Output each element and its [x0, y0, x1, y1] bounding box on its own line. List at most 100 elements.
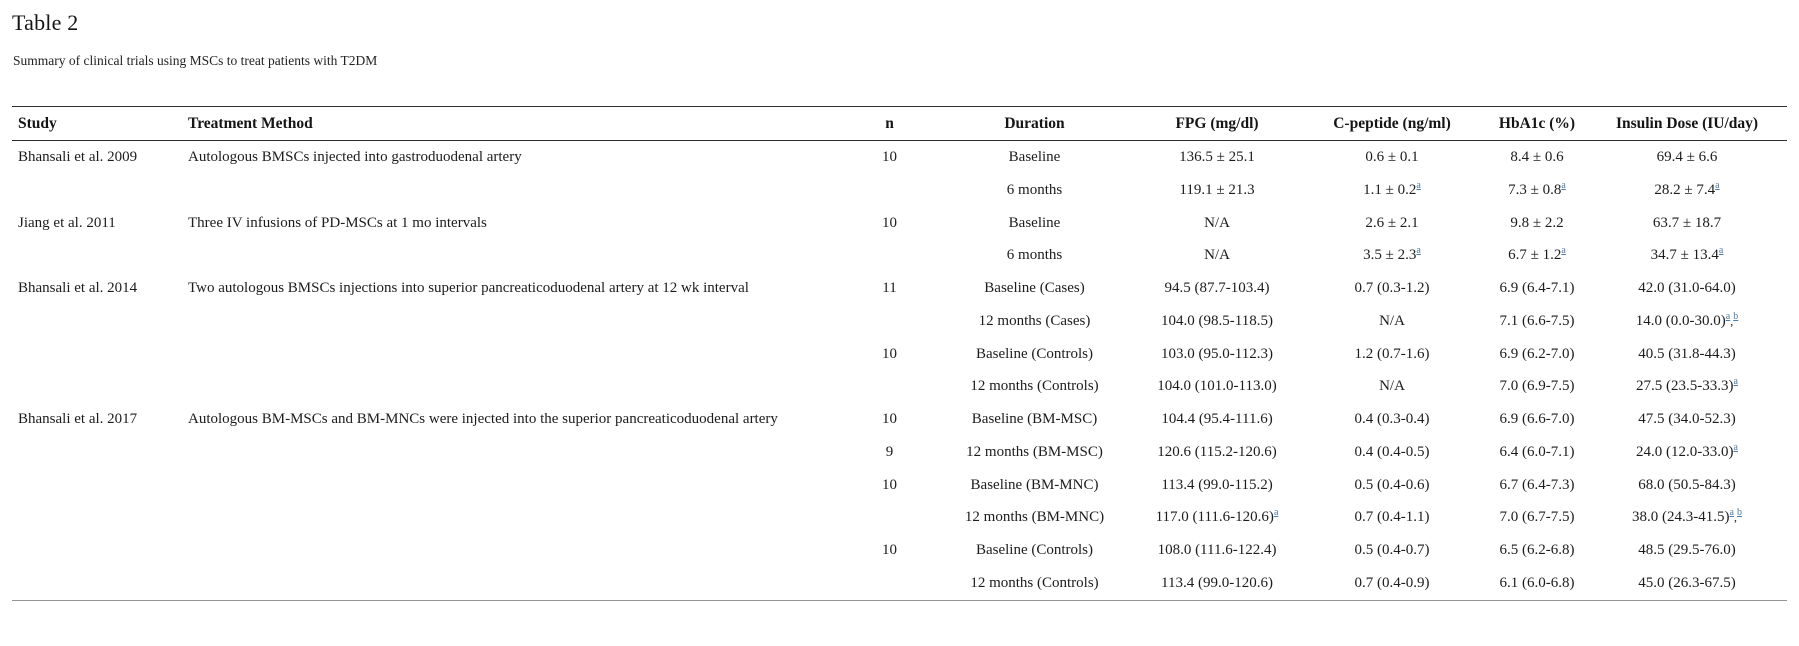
table-row: 12 months (Cases) 104.0 (98.5-118.5) N/A 7.… [12, 305, 1787, 338]
footnote-marker-a[interactable]: a [1273, 507, 1279, 519]
cell-treatment-method: Three IV infusions of PD-MSCs at 1 mo in… [188, 214, 487, 231]
cell-hba1c: 6.5 (6.2-6.8) [1499, 542, 1575, 558]
cell-fpg: 104.0 (98.5-118.5) [1161, 312, 1273, 329]
cell-c-peptide: 0.7 (0.3-1.2) [1354, 280, 1430, 296]
table-row: Jiang et al. 2011 Three IV infusions of P… [12, 207, 1787, 240]
cell-n: 10 [882, 345, 897, 362]
footnote-marker-a[interactable]: a [1718, 245, 1724, 257]
cell-c-peptide: 3.5 ± 2.3a [1363, 245, 1421, 264]
cell-c-peptide: 0.7 (0.4-0.9) [1354, 574, 1430, 591]
cell-treatment-method: Two autologous BMSCs injections into sup… [188, 280, 749, 296]
cell-fpg: 104.4 (95.4-111.6) [1161, 411, 1273, 427]
table-row: 12 months (BM-MNC) 117.0 (111.6-120.6)a 0.… [12, 501, 1787, 534]
cell-fpg: 136.5 ± 25.1 [1179, 149, 1255, 165]
table-header-row: Study Treatment Method n Duration FPG (mg/dl… [12, 106, 1787, 141]
cell-n: 10 [882, 214, 897, 231]
footnote-marker-b[interactable]: b [1733, 310, 1739, 322]
table-caption: Summary of clinical trials using MSCs to… [13, 53, 378, 68]
cell-fpg: 104.0 (101.0-113.0) [1157, 378, 1277, 395]
cell-n [847, 239, 932, 272]
table-row: 12 months (Controls) 104.0 (101.0-113.0) N… [12, 370, 1787, 403]
cell-c-peptide: 0.5 (0.4-0.6) [1354, 476, 1430, 493]
cell-c-peptide: 0.4 (0.3-0.4) [1354, 411, 1430, 427]
column-header-c-peptide: C-peptide (ng/ml) [1297, 106, 1487, 141]
footnote-marker-a[interactable]: a [1733, 376, 1738, 388]
footnote-separator: , [1730, 313, 1734, 328]
cell-insulin-dose: 38.0 (24.3-41.5)a,b [1632, 507, 1742, 526]
footnote-marker-a[interactable]: a [1725, 310, 1731, 322]
cell-c-peptide: 0.7 (0.4-1.1) [1354, 509, 1430, 526]
column-header-study: Study [12, 106, 182, 141]
cell-treatment-method: Autologous BMSCs injected into gastroduo… [188, 149, 522, 165]
cell-hba1c: 9.8 ± 2.2 [1510, 214, 1564, 231]
footnote-marker-a[interactable]: a [1729, 507, 1734, 519]
table-row: 6 months 119.1 ± 21.3 1.1 ± 0.2a 7.3 ± 0.8a… [12, 174, 1787, 207]
cell-hba1c: 7.3 ± 0.8a [1508, 179, 1566, 198]
cell-fpg: 113.4 (99.0-120.6) [1161, 574, 1273, 591]
cell-n: 11 [882, 280, 897, 296]
cell-c-peptide: 0.6 ± 0.1 [1365, 149, 1419, 165]
cell-hba1c: 6.1 (6.0-6.8) [1499, 574, 1575, 591]
footnote-marker-a[interactable]: a [1561, 179, 1566, 191]
cell-duration: 12 months (BM-MSC) [966, 443, 1103, 460]
cell-fpg: 113.4 (99.0-115.2) [1161, 476, 1273, 493]
cell-insulin-dose: 45.0 (26.3-67.5) [1638, 574, 1736, 591]
column-header-duration: Duration [932, 106, 1137, 141]
cell-duration: 12 months (Controls) [970, 574, 1099, 591]
table-title: Table 2 [12, 10, 79, 35]
cell-c-peptide: N/A [1379, 378, 1405, 395]
table-row: Bhansali et al. 2017 Autologous BM-MSCs a… [12, 403, 1787, 436]
cell-fpg: 119.1 ± 21.3 [1179, 181, 1255, 198]
cell-insulin-dose: 24.0 (12.0-33.0)a [1636, 441, 1738, 460]
cell-c-peptide: N/A [1379, 312, 1405, 329]
cell-insulin-dose: 28.2 ± 7.4a [1654, 179, 1720, 198]
cell-c-peptide: 1.1 ± 0.2a [1363, 179, 1421, 198]
cell-duration: Baseline [1008, 214, 1061, 231]
cell-n: 10 [882, 149, 897, 165]
paper-table-section: Table 2 Summary of clinical trials using… [12, 10, 1787, 601]
cell-hba1c: 6.4 (6.0-7.1) [1499, 443, 1575, 460]
table-row: 12 months (Controls) 113.4 (99.0-120.6) 0.… [12, 567, 1787, 600]
footnote-marker-a[interactable]: a [1561, 245, 1566, 257]
footnote-marker-a[interactable]: a [1416, 179, 1421, 191]
column-header-n: n [847, 106, 932, 141]
cell-insulin-dose: 63.7 ± 18.7 [1652, 214, 1722, 231]
cell-insulin-dose: 27.5 (23.5-33.3)a [1636, 376, 1738, 395]
table-row: 6 months N/A 3.5 ± 2.3a 6.7 ± 1.2a 34.7 ± 13… [12, 239, 1787, 272]
cell-c-peptide: 0.5 (0.4-0.7) [1354, 542, 1430, 558]
cell-insulin-dose: 69.4 ± 6.6 [1656, 149, 1718, 165]
cell-duration: 6 months [1006, 181, 1063, 198]
cell-n: 10 [882, 542, 897, 558]
table-row: 9 12 months (BM-MSC) 120.6 (115.2-120.6) 0.… [12, 436, 1787, 469]
cell-treatment-method: Autologous BM-MSCs and BM-MNCs were inje… [188, 411, 778, 427]
cell-n: 10 [882, 476, 897, 493]
footnote-marker-a[interactable]: a [1733, 441, 1738, 453]
cell-fpg: 103.0 (95.0-112.3) [1161, 345, 1273, 362]
footnote-marker-a[interactable]: a [1715, 179, 1720, 191]
cell-insulin-dose: 14.0 (0.0-30.0)a,b [1635, 310, 1739, 329]
column-header-treatment-method: Treatment Method [182, 106, 847, 141]
cell-hba1c: 6.9 (6.4-7.1) [1499, 280, 1575, 296]
cell-n [847, 174, 932, 207]
cell-study: Bhansali et al. 2014 [18, 280, 138, 296]
cell-insulin-dose: 34.7 ± 13.4a [1650, 245, 1724, 264]
cell-hba1c: 6.7 ± 1.2a [1508, 245, 1566, 264]
cell-fpg: N/A [1204, 214, 1230, 231]
cell-n: 10 [882, 411, 897, 427]
cell-c-peptide: 2.6 ± 2.1 [1365, 214, 1419, 231]
cell-insulin-dose: 47.5 (34.0-52.3) [1638, 411, 1736, 427]
footnote-marker-a[interactable]: a [1416, 245, 1421, 257]
cell-hba1c: 7.0 (6.9-7.5) [1499, 378, 1575, 395]
cell-fpg: N/A [1204, 247, 1230, 264]
footnote-marker-b[interactable]: b [1736, 507, 1742, 519]
table-row: Bhansali et al. 2014 Two autologous BMSCs… [12, 272, 1787, 305]
cell-duration: Baseline (BM-MNC) [970, 476, 1099, 493]
column-header-hba1c: HbA1c (%) [1487, 106, 1587, 141]
cell-insulin-dose: 68.0 (50.5-84.3) [1638, 476, 1736, 493]
cell-c-peptide: 0.4 (0.4-0.5) [1354, 443, 1430, 460]
column-header-fpg: FPG (mg/dl) [1137, 106, 1297, 141]
cell-hba1c: 6.9 (6.2-7.0) [1499, 345, 1575, 362]
cell-hba1c: 8.4 ± 0.6 [1510, 149, 1564, 165]
table-row: 10 Baseline (Controls) 108.0 (111.6-122.4)… [12, 534, 1787, 567]
cell-hba1c: 7.1 (6.6-7.5) [1499, 312, 1575, 329]
